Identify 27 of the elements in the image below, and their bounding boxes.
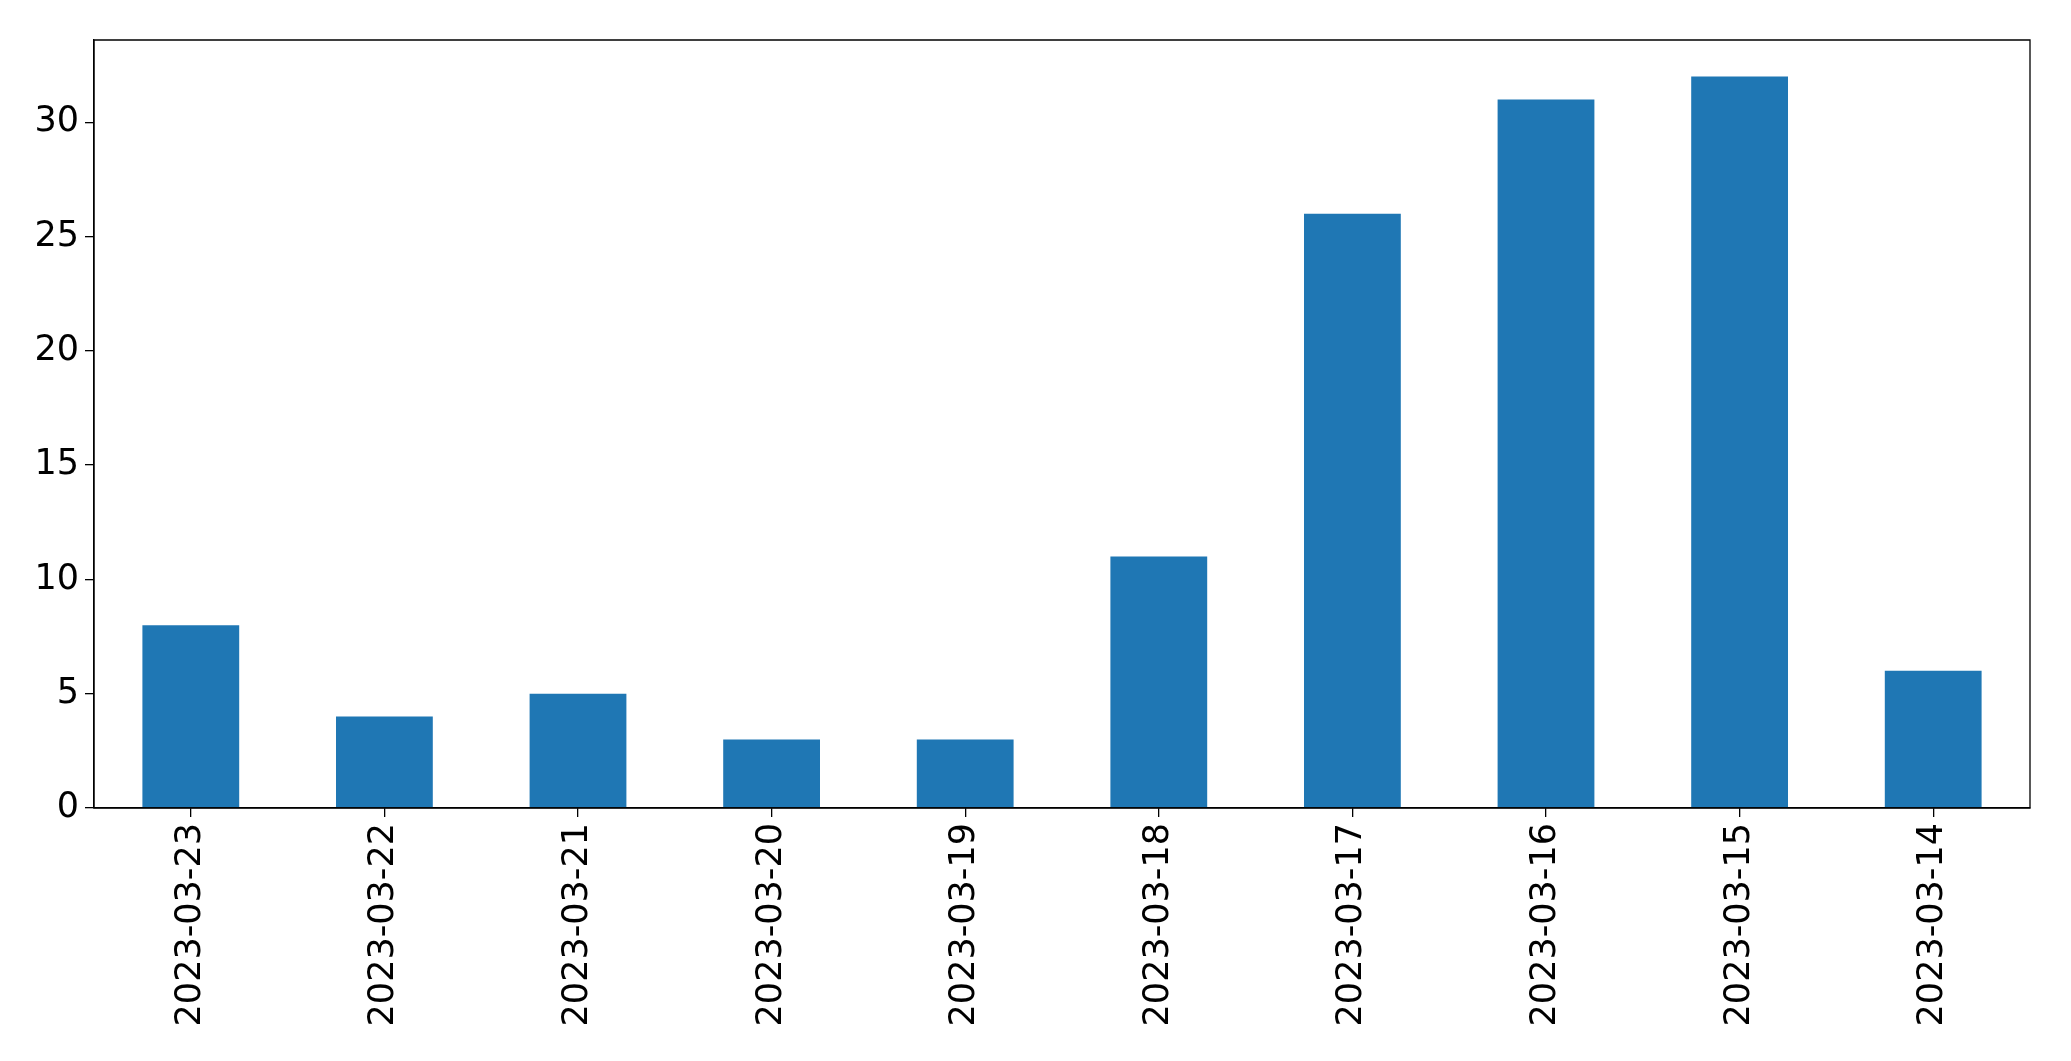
y-tick-label: 20 [34, 327, 79, 368]
bar [336, 716, 433, 808]
bar [1691, 76, 1788, 808]
y-tick-label: 15 [34, 442, 79, 483]
x-tick-label: 2023-03-16 [1523, 823, 1564, 1027]
x-tick-label: 2023-03-19 [942, 823, 983, 1027]
x-tick-label: 2023-03-17 [1329, 823, 1370, 1027]
x-tick-label: 2023-03-23 [167, 823, 208, 1027]
y-tick-label: 30 [34, 99, 79, 140]
bar [529, 693, 627, 808]
bar [1497, 99, 1595, 808]
x-tick-label: 2023-03-14 [1910, 823, 1951, 1027]
bar [1884, 670, 1982, 808]
y-tick-label: 0 [56, 785, 79, 826]
bar [1110, 556, 1208, 808]
bar [723, 739, 820, 808]
x-tick-label: 2023-03-15 [1716, 823, 1757, 1027]
y-tick-label: 25 [34, 213, 79, 254]
bar [142, 625, 240, 808]
x-tick-label: 2023-03-20 [748, 823, 789, 1027]
bar [916, 739, 1014, 808]
bar [1304, 213, 1401, 808]
y-tick-label: 5 [56, 670, 79, 711]
y-tick-label: 10 [34, 556, 79, 597]
x-tick-label: 2023-03-21 [555, 823, 596, 1027]
x-tick-label: 2023-03-18 [1135, 823, 1176, 1027]
x-tick-label: 2023-03-22 [361, 823, 402, 1027]
